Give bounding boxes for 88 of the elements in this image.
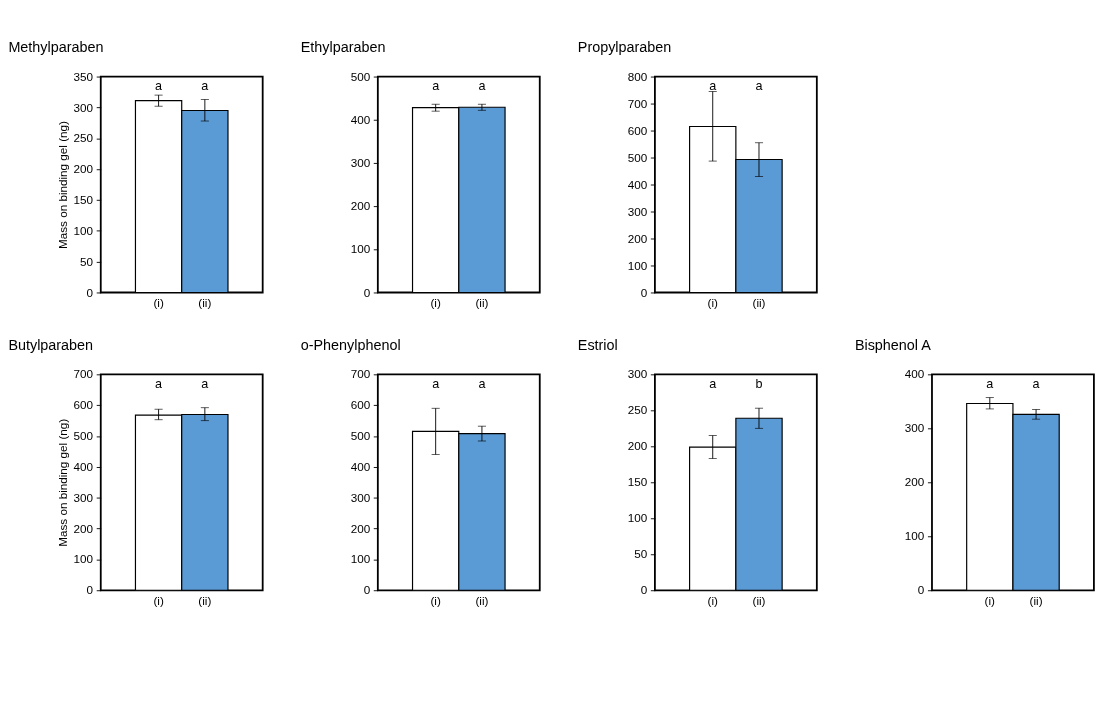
- y-tick-label: 400: [350, 112, 371, 126]
- annotation: a: [155, 79, 163, 94]
- annotation: a: [478, 376, 486, 391]
- x-tick-label: (ii): [198, 296, 212, 310]
- y-tick-label: 200: [350, 521, 371, 535]
- y-tick-label: 100: [350, 242, 371, 256]
- y-tick-label: 0: [86, 583, 94, 597]
- chart-title: Methylparaben: [8, 39, 104, 56]
- chart-title: Propylparaben: [577, 39, 672, 56]
- x-tick-label: (i): [153, 594, 164, 608]
- annotation: a: [432, 79, 440, 94]
- x-tick-label: (i): [707, 594, 719, 608]
- y-tick-label: 100: [350, 552, 371, 566]
- y-tick-label: 250: [73, 131, 94, 145]
- chart-title: o-Phenylphenol: [300, 337, 401, 354]
- annotation: a: [1032, 376, 1040, 391]
- annotation: a: [709, 376, 717, 391]
- y-tick-label: 500: [627, 150, 648, 164]
- y-tick-label: 300: [73, 490, 94, 504]
- y-tick-label: 100: [904, 529, 925, 543]
- y-tick-label: 400: [73, 459, 94, 473]
- y-tick-label: 600: [627, 123, 648, 137]
- y-axis-title: Mass on binding gel (ng): [56, 120, 70, 250]
- chart-title: Butylparaben: [8, 337, 94, 354]
- y-tick-label: 300: [627, 204, 648, 218]
- chart-title: Estriol: [577, 337, 618, 354]
- y-axis-title: Mass on binding gel (ng): [56, 418, 70, 547]
- y-tick-label: 600: [350, 398, 371, 412]
- y-tick-label: 700: [73, 367, 94, 381]
- chart-title: Ethylparaben: [300, 39, 386, 56]
- x-tick-label: (i): [430, 296, 441, 310]
- annotation: b: [755, 376, 763, 391]
- annotation: a: [755, 79, 763, 94]
- y-tick-label: 0: [640, 285, 648, 299]
- y-tick-label: 300: [350, 490, 371, 504]
- y-tick-label: 250: [627, 403, 648, 417]
- y-tick-label: 100: [627, 258, 648, 272]
- y-tick-label: 0: [363, 583, 371, 597]
- y-tick-label: 0: [640, 583, 648, 597]
- y-tick-label: 500: [350, 69, 371, 83]
- y-tick-label: 150: [627, 475, 648, 489]
- x-tick-label: (ii): [752, 296, 766, 310]
- x-tick-label: (i): [707, 296, 719, 310]
- y-tick-label: 800: [627, 69, 648, 83]
- y-tick-label: 0: [917, 583, 925, 597]
- y-tick-label: 600: [73, 398, 94, 412]
- annotation: a: [201, 376, 209, 391]
- y-tick-label: 200: [627, 439, 648, 453]
- y-tick-label: 100: [73, 552, 94, 566]
- y-tick-label: 50: [80, 254, 94, 268]
- annotation: a: [155, 376, 163, 391]
- annotation: a: [432, 376, 440, 391]
- y-tick-label: 500: [73, 429, 94, 443]
- x-tick-label: (ii): [752, 594, 766, 608]
- x-tick-label: (ii): [1029, 594, 1043, 608]
- y-tick-label: 100: [627, 511, 648, 525]
- x-tick-label: (i): [430, 594, 441, 608]
- y-tick-label: 200: [627, 231, 648, 245]
- y-tick-label: 700: [350, 367, 371, 381]
- y-tick-label: 300: [73, 100, 94, 114]
- y-tick-label: 150: [73, 193, 94, 207]
- y-tick-label: 700: [627, 96, 648, 110]
- y-tick-label: 0: [363, 285, 371, 299]
- y-tick-label: 0: [86, 285, 94, 299]
- y-tick-label: 200: [904, 475, 925, 489]
- x-tick-label: (ii): [198, 594, 212, 608]
- y-tick-label: 400: [627, 177, 648, 191]
- y-tick-label: 200: [73, 162, 94, 176]
- y-tick-label: 350: [73, 69, 94, 83]
- y-tick-label: 200: [73, 521, 94, 535]
- y-tick-label: 50: [634, 547, 648, 561]
- x-tick-label: (ii): [475, 594, 489, 608]
- chart-title: Bisphenol A: [854, 337, 932, 354]
- y-tick-label: 200: [350, 199, 371, 213]
- y-tick-label: 300: [350, 156, 371, 170]
- annotation: a: [986, 376, 994, 391]
- x-tick-label: (i): [153, 296, 164, 310]
- annotation: a: [709, 79, 717, 94]
- y-tick-label: 400: [350, 459, 371, 473]
- y-tick-label: 300: [904, 421, 925, 435]
- y-tick-label: 400: [904, 367, 925, 381]
- y-tick-label: 300: [627, 367, 648, 381]
- x-tick-label: (ii): [475, 296, 489, 310]
- x-tick-label: (i): [984, 594, 996, 608]
- annotation: a: [478, 79, 486, 94]
- y-tick-label: 500: [350, 429, 371, 443]
- annotation: a: [201, 79, 209, 94]
- y-tick-label: 100: [73, 223, 94, 237]
